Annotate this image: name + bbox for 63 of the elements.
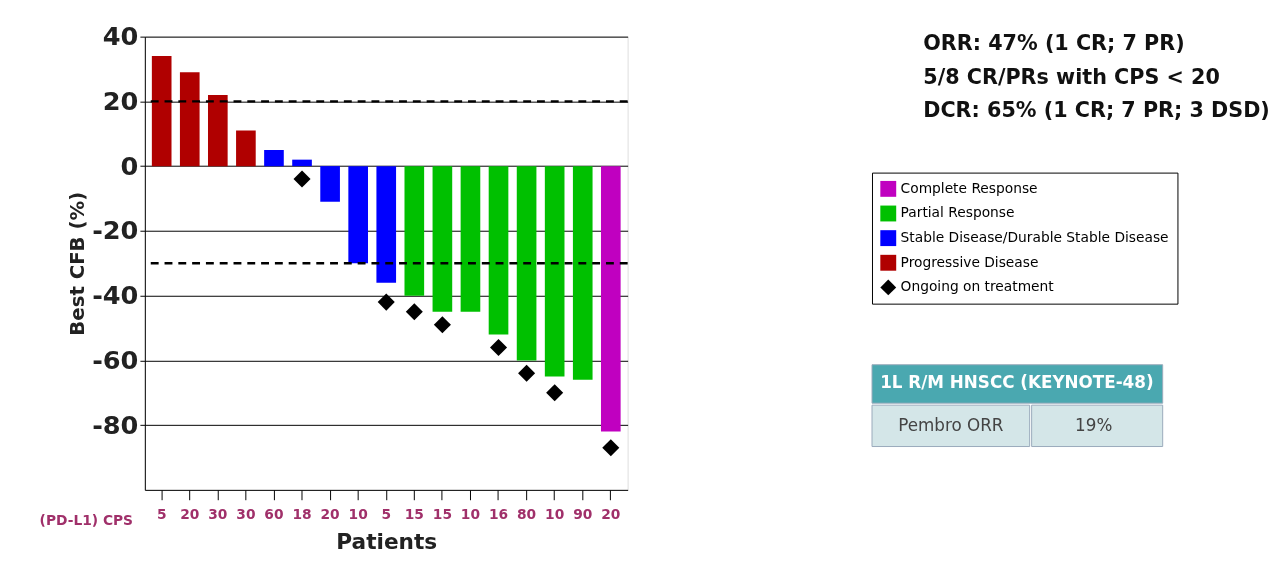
bar [432,166,453,312]
bar [348,166,368,264]
y-tick-label: -80 [92,409,139,440]
x-tick-label: 60 [264,505,284,522]
text: ORR: 47% (1 CR; 7 PR) [923,31,1185,56]
bar [488,166,509,335]
text: 5/8 CR/PRs with CPS < 20 [923,64,1220,89]
point [433,316,451,334]
bar [236,130,256,167]
x-tick-label: 16 [488,505,509,522]
x-axis-title: Patients [336,528,438,554]
x-tick-label: 30 [236,505,256,522]
x-tick-label: 10 [460,505,481,522]
point [405,303,423,321]
y-tick-label: 0 [120,150,139,181]
bar [460,166,481,312]
bar [320,166,340,202]
point [293,170,311,188]
bar [179,72,200,167]
x-tick-label: 90 [573,505,593,522]
y-tick-label: -60 [92,344,139,375]
point [546,384,564,402]
bar [376,166,397,283]
x-tick-label: 30 [208,505,228,522]
x-tick-label: 15 [432,505,452,522]
text: (PD-L1) CPS [39,512,134,529]
x-tick-label: 10 [348,505,368,522]
legend-label: Stable Disease/Durable Stable Disease [900,229,1169,246]
x-tick-label: 5 [381,505,392,522]
bar [292,159,312,167]
y-tick-label: 40 [102,21,139,52]
x-tick-label: 20 [320,505,340,522]
text: 19% [1075,414,1113,435]
bar [264,149,284,167]
x-tick-label: 15 [404,505,424,522]
bar [600,166,621,432]
bar [208,94,228,167]
text: Pembro ORR [898,414,1004,435]
text: DCR: 65% (1 CR; 7 PR; 3 DSD) [923,98,1270,123]
legend-label: Partial Response [900,204,1015,221]
bar [404,166,425,296]
point [602,439,620,457]
bar [544,166,565,377]
point [518,364,536,382]
x-tick-label: 10 [545,505,565,522]
bar [572,166,593,380]
x-tick-label: 20 [180,505,200,522]
y-tick-label: -20 [92,215,139,246]
bar [516,166,537,361]
y-tick-label: -40 [92,280,139,311]
x-tick-label: 80 [517,505,537,522]
y-axis-title: Best CFB (%) [66,191,90,336]
text: 1L R/M HNSCC (KEYNOTE-48) [880,372,1154,393]
point [377,293,395,311]
y-tick-label: 20 [102,85,139,116]
x-tick-label: 18 [292,505,312,522]
legend-label: Ongoing on treatment [900,278,1055,295]
x-tick-label: 20 [601,505,621,522]
bar [151,56,172,167]
x-tick-label: 5 [156,505,167,522]
legend-label: Progressive Disease [900,253,1039,270]
point [489,338,508,356]
legend-label: Complete Response [900,179,1038,196]
